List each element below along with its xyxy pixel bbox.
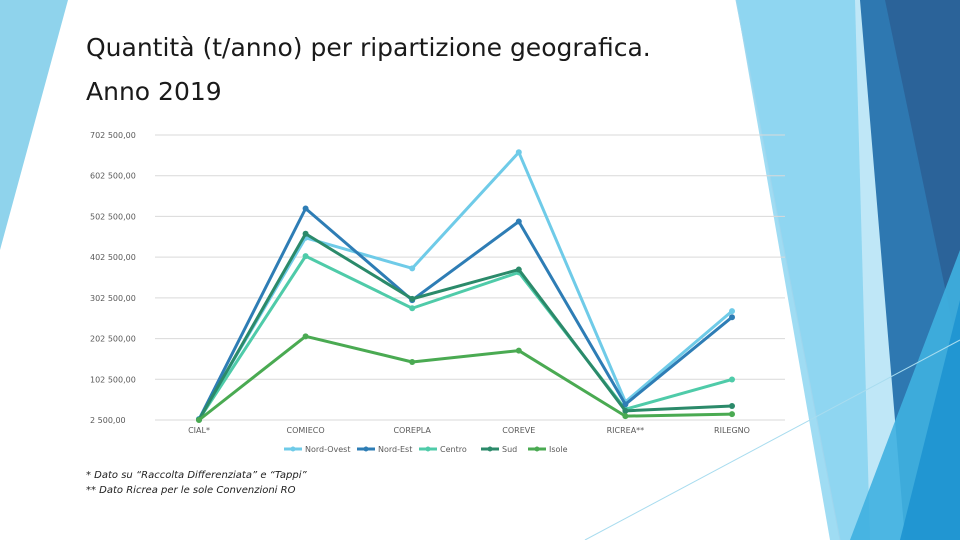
y-tick-label: 202 500,00 xyxy=(90,335,136,344)
legend-marker xyxy=(487,446,493,452)
data-point xyxy=(729,314,735,321)
series-lines xyxy=(196,149,735,423)
y-tick-label: 2 500,00 xyxy=(90,416,126,425)
y-tick-label: 602 500,00 xyxy=(90,172,136,181)
slide-title: Quantità (t/anno) per ripartizione geogr… xyxy=(86,26,726,114)
series-line xyxy=(197,232,733,421)
series-line xyxy=(197,254,733,421)
data-point xyxy=(515,149,522,156)
x-tick-label: COMIECO xyxy=(287,426,325,435)
y-tick-label: 702 500,00 xyxy=(90,131,136,140)
legend-label: Nord-Est xyxy=(378,445,412,454)
data-point xyxy=(729,411,735,418)
x-tick-label: CIAL* xyxy=(188,426,210,435)
y-tick-label: 102 500,00 xyxy=(90,375,136,384)
data-point xyxy=(515,266,522,273)
series-line xyxy=(197,150,733,420)
data-point xyxy=(622,401,629,408)
data-point xyxy=(729,308,735,315)
x-tick-label: RILEGNO xyxy=(714,426,750,435)
gridlines xyxy=(155,134,785,421)
x-tick-label: COREPLA xyxy=(393,426,431,435)
footnote-cial: * Dato su “Raccolta Differenziata” e “Ta… xyxy=(86,470,307,481)
series-line xyxy=(198,334,733,422)
series-line xyxy=(197,206,733,421)
x-tick-label: COREVE xyxy=(502,426,535,435)
y-tick-label: 402 500,00 xyxy=(90,253,136,262)
legend-marker xyxy=(534,446,540,452)
footnote-ricrea: ** Dato Ricrea per le sole Convenzioni R… xyxy=(86,485,296,496)
data-point xyxy=(622,407,629,414)
data-point xyxy=(515,347,522,354)
data-point xyxy=(729,376,735,383)
data-point xyxy=(302,253,309,260)
data-point xyxy=(409,358,416,365)
data-point xyxy=(409,265,416,272)
y-tick-label: 502 500,00 xyxy=(90,212,136,221)
slide-title-line1: Quantità (t/anno) per ripartizione geogr… xyxy=(86,33,651,62)
legend-label: Nord-Ovest xyxy=(305,445,350,454)
data-point xyxy=(302,230,309,237)
x-axis-ticks: CIAL* COMIECO COREPLA COREVE RICREA** RILEGNO xyxy=(188,426,750,435)
data-point xyxy=(622,413,629,420)
data-point xyxy=(302,333,309,340)
y-tick-label: 302 500,00 xyxy=(90,294,136,303)
slide-title-line2: Anno 2019 xyxy=(86,77,222,106)
data-point xyxy=(515,218,522,225)
legend-label: Centro xyxy=(440,445,467,454)
data-point xyxy=(409,295,416,302)
legend-marker xyxy=(363,446,369,452)
legend-label: Isole xyxy=(549,445,568,454)
legend-marker xyxy=(425,446,431,452)
legend: Nord-Ovest Nord-Est Centro Sud Isole xyxy=(284,445,568,454)
data-point xyxy=(196,417,202,423)
legend-label: Sud xyxy=(502,445,517,454)
data-point xyxy=(409,305,416,312)
legend-marker xyxy=(290,446,296,452)
data-point xyxy=(729,402,735,409)
y-axis-ticks: 702 500,00 602 500,00 502 500,00 402 500,00… xyxy=(90,131,136,425)
data-point xyxy=(302,205,309,212)
x-tick-label: RICREA** xyxy=(607,426,645,435)
